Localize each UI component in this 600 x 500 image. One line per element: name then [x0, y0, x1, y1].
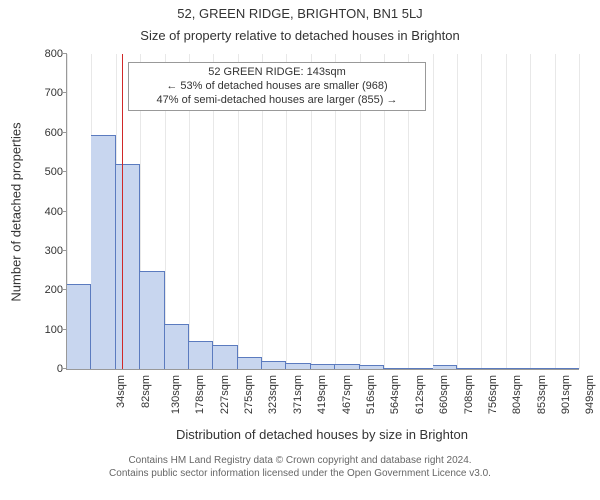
footer-attribution: Contains HM Land Registry data © Crown c… — [0, 455, 600, 480]
y-tick-label: 700 — [25, 87, 63, 99]
x-tick-label: 660sqm — [438, 375, 450, 414]
y-tick-label: 800 — [25, 48, 63, 60]
histogram-bar — [238, 357, 262, 369]
histogram-bar — [116, 164, 140, 369]
y-tick-label: 300 — [25, 245, 63, 257]
y-tick-label: 100 — [25, 324, 63, 336]
x-tick-label: 564sqm — [390, 375, 402, 414]
histogram-bar — [408, 368, 432, 369]
histogram-bar — [506, 368, 530, 369]
x-tick-label: 178sqm — [194, 375, 206, 414]
histogram-bar — [91, 135, 115, 369]
footer-line-2: Contains public sector information licen… — [0, 468, 600, 481]
annotation-line: ← 53% of detached houses are smaller (96… — [135, 80, 419, 94]
x-tick-label: 612sqm — [414, 375, 426, 414]
property-marker-line — [122, 54, 123, 369]
x-tick-label: 227sqm — [219, 375, 231, 414]
histogram-bar — [360, 365, 384, 369]
y-tick-label: 0 — [25, 363, 63, 375]
histogram-bar — [335, 364, 359, 369]
x-tick-label: 419sqm — [316, 375, 328, 414]
footer-line-1: Contains HM Land Registry data © Crown c… — [0, 455, 600, 468]
annotation-line: 47% of semi-detached houses are larger (… — [135, 94, 419, 108]
histogram-bar — [213, 345, 237, 369]
histogram-bar — [433, 365, 457, 369]
histogram-bar — [311, 364, 335, 369]
x-tick-label: 853sqm — [536, 375, 548, 414]
page-title: 52, GREEN RIDGE, BRIGHTON, BN1 5LJ — [0, 6, 600, 21]
x-tick-label: 467sqm — [341, 375, 353, 414]
histogram-bar — [140, 271, 164, 369]
x-tick-label: 323sqm — [268, 375, 280, 414]
histogram-bar — [555, 368, 579, 369]
y-tick-label: 500 — [25, 166, 63, 178]
y-axis-label: Number of detached properties — [9, 122, 24, 301]
histogram-bar — [457, 368, 481, 369]
x-tick-label: 901sqm — [560, 375, 572, 414]
histogram-bar — [262, 361, 286, 369]
x-tick-label: 275sqm — [243, 375, 255, 414]
x-tick-label: 756sqm — [487, 375, 499, 414]
annotation-line: 52 GREEN RIDGE: 143sqm — [135, 66, 419, 80]
x-axis-label: Distribution of detached houses by size … — [66, 427, 578, 442]
x-tick-label: 82sqm — [140, 375, 152, 408]
x-tick-label: 371sqm — [292, 375, 304, 414]
page-subtitle: Size of property relative to detached ho… — [0, 28, 600, 43]
y-tick-label: 400 — [25, 206, 63, 218]
x-tick-label: 130sqm — [170, 375, 182, 414]
x-tick-label: 516sqm — [365, 375, 377, 414]
histogram-bar — [481, 368, 505, 369]
histogram-bar — [165, 324, 189, 369]
y-tick-label: 200 — [25, 284, 63, 296]
x-tick-label: 34sqm — [115, 375, 127, 408]
annotation-box: 52 GREEN RIDGE: 143sqm← 53% of detached … — [128, 62, 426, 111]
histogram-bar — [286, 363, 310, 369]
x-tick-label: 949sqm — [585, 375, 597, 414]
histogram-bar — [530, 368, 554, 369]
x-tick-label: 804sqm — [511, 375, 523, 414]
histogram-bar — [384, 368, 408, 369]
y-tick-label: 600 — [25, 127, 63, 139]
x-tick-label: 708sqm — [463, 375, 475, 414]
histogram-bar — [189, 341, 213, 369]
histogram-bar — [67, 284, 91, 369]
